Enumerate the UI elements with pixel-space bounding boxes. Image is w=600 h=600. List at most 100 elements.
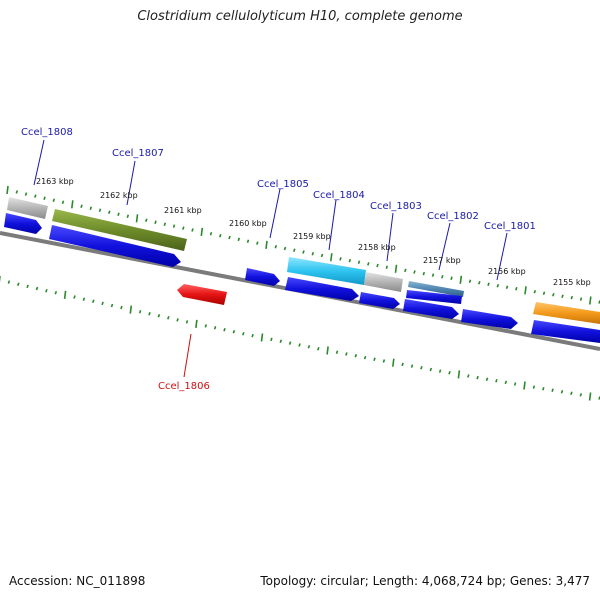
minor-tick bbox=[54, 291, 58, 295]
minor-tick bbox=[505, 285, 509, 290]
minor-tick bbox=[256, 241, 259, 245]
gene-labels: Ccel_1808 Ccel_1807 Ccel_1805 Ccel_1804 … bbox=[21, 127, 536, 392]
minor-tick bbox=[311, 251, 315, 256]
gene-label-ccel-1801[interactable]: Ccel_1801 bbox=[484, 221, 536, 232]
minor-tick bbox=[157, 314, 161, 318]
cds-arrow-reverse bbox=[177, 284, 227, 305]
cds-arrow bbox=[285, 277, 359, 301]
minor-tick bbox=[154, 220, 157, 224]
minor-tick bbox=[476, 375, 479, 380]
major-tick bbox=[135, 214, 139, 223]
gene-label-ccel-1802[interactable]: Ccel_1802 bbox=[427, 211, 479, 222]
major-tick bbox=[260, 333, 264, 342]
minor-tick bbox=[92, 299, 95, 304]
minor-tick bbox=[438, 369, 442, 373]
minor-tick bbox=[515, 287, 518, 291]
minor-tick bbox=[410, 364, 414, 368]
minor-tick bbox=[213, 326, 217, 330]
gene-label-ccel-1805[interactable]: Ccel_1805 bbox=[257, 179, 309, 190]
minor-tick bbox=[385, 265, 389, 269]
minor-tick bbox=[242, 331, 245, 336]
minor-tick bbox=[448, 370, 451, 375]
minor-tick bbox=[561, 294, 564, 298]
minor-tick bbox=[82, 297, 86, 301]
minor-tick bbox=[7, 280, 11, 284]
minor-tick bbox=[98, 208, 102, 213]
minor-tick bbox=[533, 290, 537, 294]
minor-tick bbox=[339, 257, 342, 261]
minor-tick bbox=[24, 192, 28, 196]
minor-tick bbox=[138, 309, 142, 314]
minor-tick bbox=[450, 276, 453, 280]
minor-tick bbox=[43, 196, 46, 200]
minor-tick bbox=[185, 320, 189, 324]
major-tick bbox=[589, 296, 592, 305]
minor-tick bbox=[283, 246, 287, 251]
minor-tick bbox=[317, 346, 320, 351]
minor-tick bbox=[579, 393, 583, 397]
minor-tick bbox=[228, 235, 231, 240]
minor-tick bbox=[45, 288, 48, 293]
minor-tick bbox=[232, 329, 236, 334]
cds-arrow bbox=[4, 213, 42, 234]
minor-tick bbox=[73, 295, 76, 299]
minor-tick bbox=[307, 345, 311, 349]
minor-tick bbox=[108, 210, 111, 215]
minor-tick bbox=[288, 341, 292, 345]
minor-tick bbox=[431, 273, 435, 277]
minor-tick bbox=[570, 391, 573, 396]
minor-tick bbox=[487, 282, 490, 287]
cds-track bbox=[4, 213, 600, 343]
minor-tick bbox=[251, 333, 254, 338]
minor-tick bbox=[560, 390, 564, 394]
major-tick bbox=[457, 370, 461, 379]
gene-label-ccel-1808[interactable]: Ccel_1808 bbox=[21, 127, 73, 138]
feature-track bbox=[7, 197, 600, 324]
minor-tick bbox=[363, 355, 367, 360]
gene-label-ccel-1803[interactable]: Ccel_1803 bbox=[370, 201, 422, 212]
minor-tick bbox=[191, 228, 194, 232]
major-tick bbox=[63, 290, 67, 299]
minor-tick bbox=[80, 204, 83, 209]
gene-label-ccel-1807[interactable]: Ccel_1807 bbox=[112, 148, 164, 159]
cds-arrow bbox=[531, 320, 600, 343]
gene-ccel-1801-block bbox=[533, 302, 600, 324]
minor-tick bbox=[542, 291, 546, 295]
major-tick bbox=[523, 381, 526, 390]
minor-tick bbox=[420, 366, 423, 370]
kbp-label: 2163 kbp bbox=[36, 177, 74, 186]
minor-tick bbox=[52, 198, 56, 202]
minor-tick bbox=[126, 214, 130, 219]
minor-tick bbox=[468, 279, 472, 284]
major-tick bbox=[6, 185, 9, 195]
kbp-label: 2162 kbp bbox=[100, 191, 138, 200]
kbp-label: 2155 kbp bbox=[553, 278, 591, 287]
minor-tick bbox=[401, 362, 404, 367]
minor-tick bbox=[246, 239, 250, 243]
minor-tick bbox=[504, 380, 508, 385]
major-tick bbox=[195, 319, 198, 328]
minor-tick bbox=[120, 305, 123, 310]
minor-tick bbox=[89, 206, 93, 211]
minor-tick bbox=[413, 270, 416, 274]
minor-tick bbox=[532, 385, 536, 389]
minor-tick bbox=[422, 271, 426, 276]
gene-ccel-1807-block bbox=[52, 209, 187, 251]
kbp-label: 2159 kbp bbox=[293, 232, 331, 241]
minor-tick bbox=[551, 388, 554, 392]
minor-tick bbox=[17, 282, 20, 287]
gene-label-ccel-1806[interactable]: Ccel_1806 bbox=[158, 381, 210, 392]
major-tick bbox=[71, 200, 74, 209]
kbp-label: 2158 kbp bbox=[358, 243, 396, 252]
minor-tick bbox=[441, 274, 444, 279]
gene-label-ccel-1804[interactable]: Ccel_1804 bbox=[313, 190, 365, 201]
gene-ccel-1805-block bbox=[287, 257, 366, 285]
minor-tick bbox=[145, 218, 148, 223]
topology-summary: Topology: circular; Length: 4,068,724 bp… bbox=[260, 574, 590, 588]
scale-ticks-reverse bbox=[0, 276, 600, 401]
minor-tick bbox=[478, 281, 481, 285]
major-tick bbox=[459, 275, 463, 284]
minor-tick bbox=[204, 324, 208, 328]
minor-tick bbox=[148, 311, 151, 316]
